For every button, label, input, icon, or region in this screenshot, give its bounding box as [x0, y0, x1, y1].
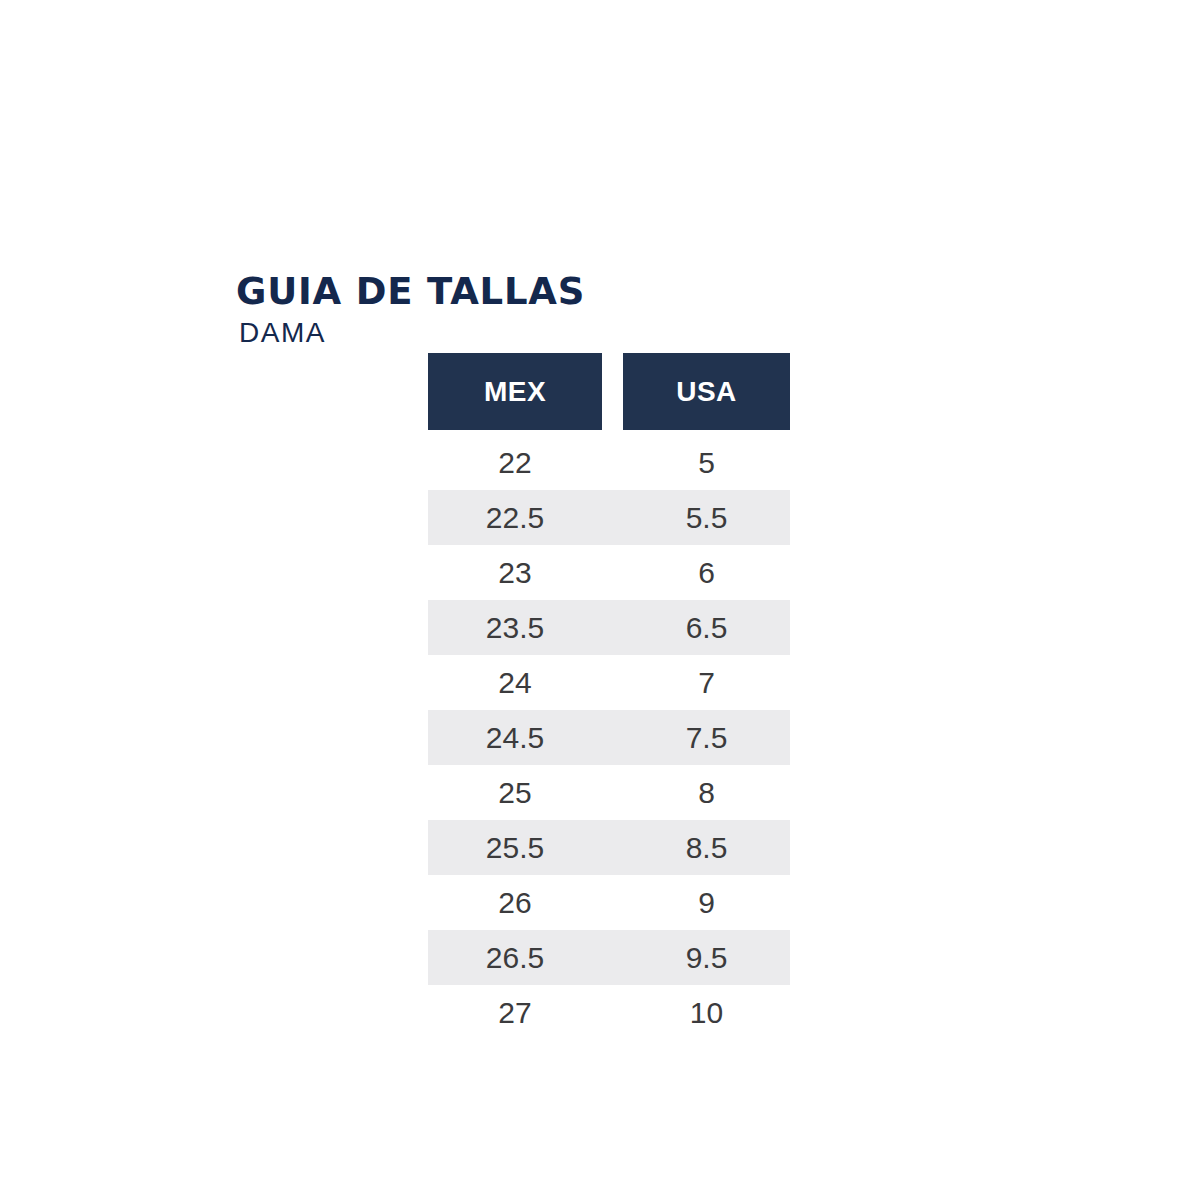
- cell-mex-size: 22.5: [428, 490, 602, 545]
- cell-usa-size: 8: [623, 765, 790, 820]
- cell-mex-size: 23: [428, 545, 602, 600]
- table-row: 24.5 7.5: [428, 710, 790, 765]
- page-subtitle: DAMA: [239, 317, 326, 349]
- cell-mex-size: 27: [428, 985, 602, 1040]
- column-header-usa: USA: [623, 353, 790, 430]
- cell-mex-size: 23.5: [428, 600, 602, 655]
- cell-mex-size: 22: [428, 435, 602, 490]
- table-header-row: MEX USA: [428, 353, 790, 430]
- table-row: 23.5 6.5: [428, 600, 790, 655]
- cell-usa-size: 6: [623, 545, 790, 600]
- table-row: 27 10: [428, 985, 790, 1040]
- cell-usa-size: 10: [623, 985, 790, 1040]
- size-guide-page: GUIA DE TALLAS DAMA MEX USA 22522.55.523…: [0, 0, 1200, 1200]
- cell-usa-size: 5.5: [623, 490, 790, 545]
- cell-usa-size: 7: [623, 655, 790, 710]
- table-row: 24 7: [428, 655, 790, 710]
- cell-usa-size: 6.5: [623, 600, 790, 655]
- page-title: GUIA DE TALLAS: [236, 270, 585, 313]
- table-row: 26.5 9.5: [428, 930, 790, 985]
- cell-usa-size: 7.5: [623, 710, 790, 765]
- table-row: 22 5: [428, 435, 790, 490]
- cell-usa-size: 9.5: [623, 930, 790, 985]
- cell-mex-size: 26.5: [428, 930, 602, 985]
- table-row: 22.5 5.5: [428, 490, 790, 545]
- cell-mex-size: 24: [428, 655, 602, 710]
- cell-usa-size: 8.5: [623, 820, 790, 875]
- cell-mex-size: 25: [428, 765, 602, 820]
- table-row: 25 8: [428, 765, 790, 820]
- table-body: 22 5 22.5 5.5 23 6 23.5 6.5 24 7 24.5 7.5 25 8 25.5 8.5…: [428, 435, 790, 1040]
- table-row: 25.5 8.5: [428, 820, 790, 875]
- cell-mex-size: 24.5: [428, 710, 602, 765]
- column-header-mex: MEX: [428, 353, 602, 430]
- cell-mex-size: 26: [428, 875, 602, 930]
- cell-usa-size: 5: [623, 435, 790, 490]
- size-guide-table: MEX USA 22522.55.523623.56.524724.57.525…: [428, 353, 790, 1040]
- table-row: 26 9: [428, 875, 790, 930]
- table-row: 23 6: [428, 545, 790, 600]
- cell-usa-size: 9: [623, 875, 790, 930]
- cell-mex-size: 25.5: [428, 820, 602, 875]
